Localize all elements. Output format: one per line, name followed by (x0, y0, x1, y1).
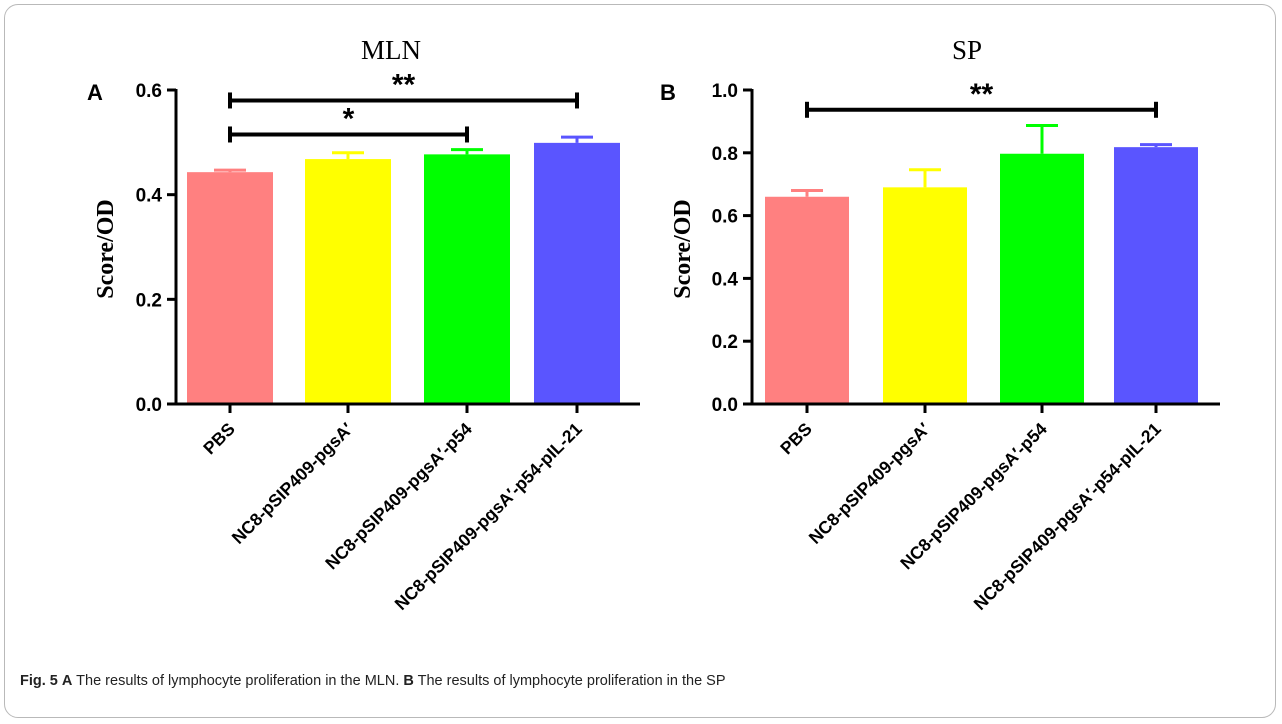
caption-panel-b-label: B (403, 673, 414, 689)
y-tick-label: 1.0 (712, 81, 738, 102)
y-tick-label: 0.8 (712, 144, 738, 165)
bar (424, 154, 510, 404)
y-tick-label: 0.2 (712, 332, 738, 353)
x-tick-label: NC8-pSIP409-pgsA′-p54-pIL-21 (391, 419, 586, 614)
panel-label: A (87, 80, 103, 105)
y-tick-label: 0.0 (136, 395, 162, 416)
y-axis-label: Score/OD (670, 199, 696, 299)
chart-title: SP (952, 35, 982, 65)
bar (1000, 153, 1084, 404)
chart-mln: MLNAScore/OD0.00.20.40.6PBSNC8-pSIP409-p… (87, 35, 640, 614)
bar (305, 159, 391, 404)
caption-figure-label: Fig. 5 (20, 673, 58, 689)
y-axis-label: Score/OD (93, 199, 119, 299)
y-tick-label: 0.6 (136, 81, 162, 102)
x-tick-label: NC8-pSIP409-pgsA′ (805, 419, 934, 548)
figure-caption: Fig. 5 A The results of lymphocyte proli… (20, 673, 1260, 689)
y-tick-label: 0.2 (136, 290, 162, 311)
significance-label: ** (392, 68, 416, 101)
y-tick-label: 0.0 (712, 395, 738, 416)
caption-panel-a-text: The results of lymphocyte proliferation … (76, 673, 400, 689)
y-tick-label: 0.4 (712, 269, 739, 290)
x-tick-label: PBS (199, 419, 239, 459)
x-tick-label: PBS (776, 419, 816, 459)
bar (765, 196, 849, 404)
bar (534, 142, 620, 404)
chart-sp: SPBScore/OD0.00.20.40.60.81.0PBSNC8-pSIP… (660, 35, 1220, 614)
y-tick-label: 0.4 (136, 186, 163, 207)
significance-label: * (343, 102, 355, 135)
bar (187, 172, 273, 404)
significance-label: ** (970, 78, 994, 111)
x-tick-label: NC8-pSIP409-pgsA′-p54-pIL-21 (970, 419, 1165, 614)
caption-panel-a-label: A (61, 673, 73, 689)
bar (1114, 147, 1198, 404)
caption-panel-b-text: The results of lymphocyte proliferation … (417, 673, 726, 689)
chart-title: MLN (361, 35, 421, 65)
bar (883, 187, 967, 404)
x-tick-label: NC8-pSIP409-pgsA′ (228, 419, 357, 548)
y-tick-label: 0.6 (712, 207, 738, 228)
panel-label: B (660, 80, 676, 105)
